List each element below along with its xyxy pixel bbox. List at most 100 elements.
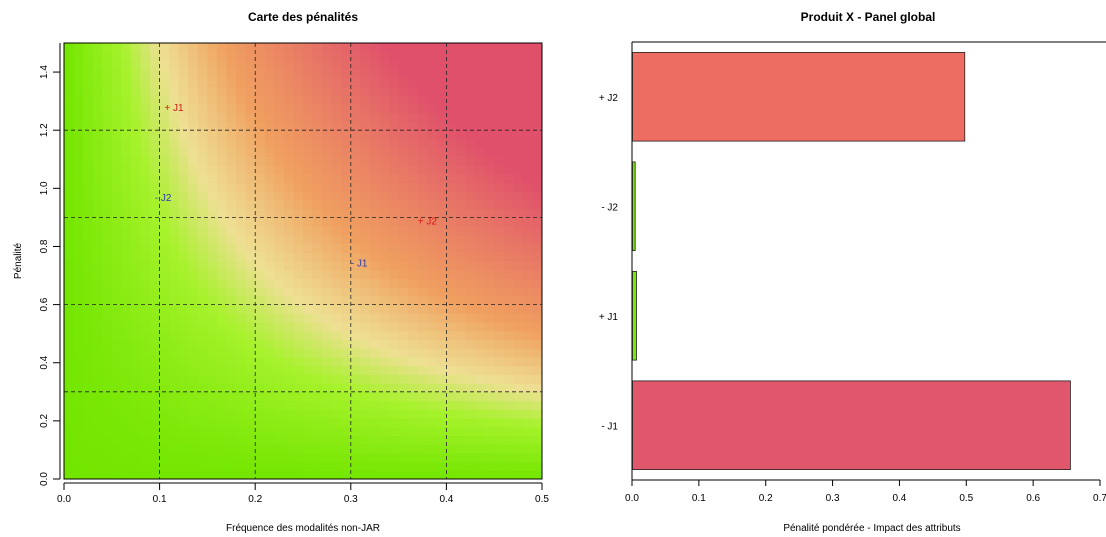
heatmap-cell (264, 60, 275, 70)
heatmap-cell (350, 182, 361, 192)
heatmap-cell (484, 417, 495, 428)
heatmap-cell (350, 461, 361, 471)
heatmap-cell (465, 226, 476, 236)
heatmap-cell (178, 69, 189, 79)
heatmap-cell (83, 383, 94, 393)
heatmap-cell (532, 130, 542, 140)
heatmap-cell (532, 470, 542, 479)
heatmap-cell (408, 252, 419, 262)
heatmap-cell (475, 287, 486, 297)
heatmap-cell (379, 295, 390, 306)
x-tick-label: 0.4 (892, 493, 906, 504)
heatmap-cell (140, 391, 151, 402)
heatmap-cell (226, 77, 237, 88)
heatmap-cell (513, 165, 524, 175)
heatmap-cell (417, 383, 428, 393)
heatmap-cell (130, 191, 142, 201)
heatmap-cell (283, 339, 295, 349)
x-tick-label: 0.5 (535, 494, 549, 505)
heatmap-cell (513, 461, 524, 471)
heatmap-cell (169, 69, 180, 79)
heatmap-cell (226, 130, 237, 140)
heatmap-cell (169, 287, 180, 297)
heatmap-cell (150, 95, 161, 105)
heatmap-cell (312, 86, 323, 96)
heatmap-cell (436, 417, 447, 428)
heatmap-cell (360, 199, 371, 210)
heatmap-cell (207, 69, 218, 79)
heatmap-cell (102, 287, 113, 297)
heatmap-cell (274, 138, 285, 149)
heatmap-cell (455, 191, 467, 201)
heatmap-cell (475, 147, 486, 157)
heatmap-cell (178, 208, 189, 218)
heatmap-cell (130, 86, 142, 96)
heatmap-cell (312, 156, 323, 166)
heatmap-cell (150, 121, 161, 131)
heatmap-cell (369, 51, 381, 62)
heatmap-cell (274, 182, 285, 192)
heatmap-cell (427, 156, 438, 166)
heatmap-cell (465, 426, 476, 436)
heatmap-cell (216, 339, 228, 349)
heatmap-cell (255, 374, 266, 384)
heatmap-cell (369, 287, 381, 297)
heatmap-cell (369, 191, 381, 201)
heatmap-cell (522, 208, 534, 218)
heatmap-cell (92, 60, 103, 70)
heatmap-cell (140, 138, 151, 149)
heatmap-cell (465, 304, 476, 314)
heatmap-cell (446, 426, 457, 436)
heatmap-cell (178, 234, 189, 245)
heatmap-cell (293, 104, 304, 114)
heatmap-cell (503, 243, 514, 253)
heatmap-cell (503, 51, 514, 62)
heatmap-cell (83, 409, 94, 419)
heatmap-cell (455, 409, 467, 419)
heatmap-cell (111, 121, 122, 131)
heatmap-cell (83, 165, 94, 175)
heatmap-cell (331, 426, 342, 436)
heatmap-cell (178, 252, 189, 262)
heatmap-cell (226, 470, 237, 479)
heatmap-cell (484, 173, 495, 184)
heatmap-cell (140, 426, 151, 436)
heatmap-cell (322, 138, 333, 149)
heatmap-cell (389, 51, 400, 62)
heatmap-cell (312, 365, 323, 375)
heatmap-cell (188, 156, 199, 166)
heatmap-cell (111, 147, 122, 157)
heatmap-cell (178, 226, 189, 236)
heatmap-cell (436, 191, 447, 201)
heatmap-cell (389, 470, 400, 479)
heatmap-cell (398, 322, 409, 332)
heatmap-cell (389, 226, 400, 236)
heatmap-cell (484, 330, 495, 341)
heatmap-cell (503, 138, 514, 149)
heatmap-cell (169, 426, 180, 436)
heatmap-cell (341, 313, 352, 323)
y-tick-label: 1.4 (39, 65, 50, 79)
heatmap-cell (73, 208, 84, 218)
heatmap-cell (293, 269, 304, 280)
heatmap-cell (331, 208, 342, 218)
heatmap-cell (64, 43, 75, 53)
heatmap-cell (379, 156, 390, 166)
heatmap-cell (159, 104, 170, 114)
heatmap-cell (503, 156, 514, 166)
heatmap-cell (475, 43, 486, 53)
heatmap-cell (264, 226, 275, 236)
heatmap-cell (73, 348, 84, 358)
heatmap-cell (121, 374, 132, 384)
heatmap-cell (159, 348, 170, 358)
heatmap-cell (130, 409, 142, 419)
heatmap-cell (283, 365, 295, 375)
heatmap-cell (216, 121, 228, 131)
heatmap-cell (465, 417, 476, 428)
heatmap-cell (503, 295, 514, 306)
heatmap-cell (350, 339, 361, 349)
heatmap-cell (465, 86, 476, 96)
heatmap-cell (436, 461, 447, 471)
heatmap-cell (350, 313, 361, 323)
heatmap-cell (475, 400, 486, 410)
